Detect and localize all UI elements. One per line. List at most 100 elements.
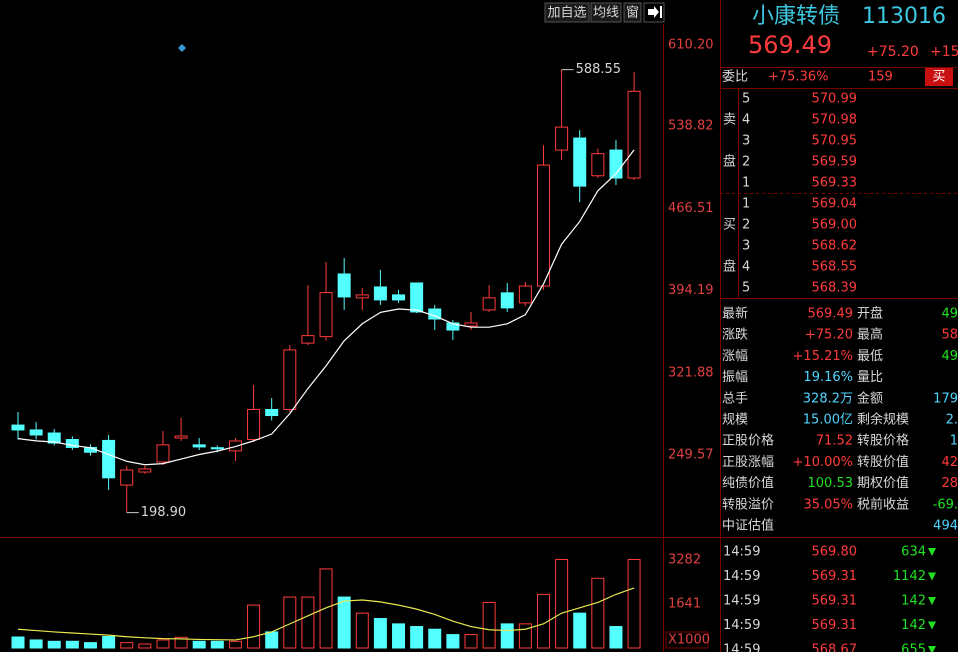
stat-label: 纯债价值 bbox=[722, 475, 774, 491]
candle-body bbox=[609, 149, 623, 179]
trade-volume: 634 bbox=[901, 545, 926, 560]
stat-value: 71.52 bbox=[816, 434, 853, 449]
toolbar-label: 窗 bbox=[626, 5, 639, 21]
volume-bar bbox=[265, 631, 279, 649]
trade-price: 569.31 bbox=[812, 618, 858, 633]
book-level: 1 bbox=[742, 197, 750, 212]
volume-bar bbox=[120, 642, 134, 649]
candle-body bbox=[337, 273, 351, 298]
candle-body bbox=[410, 282, 424, 313]
stat-label: 转股溢价 bbox=[722, 497, 774, 512]
stat-label: 最新 bbox=[722, 306, 748, 322]
volume-bar bbox=[247, 604, 261, 649]
toolbar-label: 均线 bbox=[593, 6, 619, 21]
volume-tick-label: 3282 bbox=[668, 553, 701, 568]
stat-label: 涨跌 bbox=[722, 327, 748, 343]
volume-bar bbox=[192, 640, 206, 649]
candle-body bbox=[47, 432, 61, 444]
volume-bar bbox=[373, 618, 387, 649]
book-price: 568.55 bbox=[812, 260, 858, 275]
candle-body bbox=[11, 424, 25, 431]
candle-body bbox=[102, 439, 116, 479]
volume-bar bbox=[591, 577, 605, 649]
trade-time: 14:59 bbox=[723, 643, 760, 652]
trade-price: 568.67 bbox=[812, 643, 858, 652]
y-tick-label: 249.57 bbox=[668, 448, 714, 463]
stat-label: 正股涨幅 bbox=[722, 455, 774, 470]
volume-bar bbox=[11, 636, 25, 649]
book-side-label: 买 bbox=[723, 218, 736, 233]
trade-price: 569.31 bbox=[812, 594, 858, 609]
y-tick-label: 394.19 bbox=[668, 283, 714, 298]
buy-button[interactable] bbox=[925, 68, 953, 86]
book-level: 4 bbox=[742, 113, 750, 128]
candle-body bbox=[174, 435, 188, 439]
book-price: 568.39 bbox=[812, 281, 858, 296]
volume-bar bbox=[174, 636, 188, 649]
volume-bar bbox=[283, 596, 297, 649]
high-label: 588.55 bbox=[576, 62, 622, 77]
stat-value: +15.21% bbox=[793, 349, 853, 364]
volume-ma-line bbox=[17, 587, 635, 641]
book-price: 569.04 bbox=[812, 197, 858, 212]
stat-label: 最低 bbox=[857, 349, 883, 364]
candle-body bbox=[301, 335, 315, 344]
trade-volume: 142 bbox=[901, 618, 926, 633]
book-level: 5 bbox=[742, 281, 750, 296]
stat-label: 开盘 bbox=[857, 306, 883, 322]
candle-body bbox=[573, 137, 587, 187]
ratio-label: 委比 bbox=[722, 70, 748, 85]
volume-bar bbox=[319, 568, 333, 649]
toolbar-button[interactable] bbox=[544, 2, 590, 23]
security-code: 113016 bbox=[862, 4, 946, 29]
candle-body bbox=[29, 429, 43, 436]
toolbar-button[interactable] bbox=[623, 2, 642, 23]
candle-body bbox=[265, 408, 279, 417]
exit-button[interactable] bbox=[643, 2, 665, 23]
stat-value: 328.2万 bbox=[803, 391, 853, 406]
trade-volume: 655 bbox=[901, 643, 926, 652]
candle-body bbox=[555, 126, 569, 151]
stat-label: 量比 bbox=[857, 370, 883, 385]
y-tick-label: 321.88 bbox=[668, 365, 714, 380]
stat-value: 179 bbox=[933, 391, 958, 406]
volume-bar bbox=[47, 640, 61, 649]
volume-bar bbox=[337, 596, 351, 649]
volume-bar bbox=[138, 643, 152, 649]
ratio-pct: +75.36% bbox=[768, 70, 828, 85]
volume-bar bbox=[464, 634, 478, 649]
volume-bar bbox=[428, 628, 442, 649]
book-price: 568.62 bbox=[812, 239, 858, 254]
trade-time: 14:59 bbox=[723, 618, 760, 633]
y-tick-label: 538.82 bbox=[668, 119, 714, 134]
book-level: 2 bbox=[742, 218, 750, 233]
candle-body bbox=[392, 294, 406, 301]
candle-body bbox=[65, 439, 79, 448]
stat-value: +75.20 bbox=[805, 328, 853, 343]
book-price: 569.00 bbox=[812, 218, 858, 233]
book-price: 569.59 bbox=[812, 155, 858, 170]
candle-body bbox=[192, 444, 206, 448]
ma-line bbox=[17, 149, 635, 466]
trade-price: 569.31 bbox=[812, 569, 858, 584]
volume-bar bbox=[102, 635, 116, 649]
book-level: 4 bbox=[742, 260, 750, 275]
book-price: 569.33 bbox=[812, 176, 858, 191]
volume-bar bbox=[573, 612, 587, 649]
stat-label: 规模 bbox=[722, 413, 748, 428]
volume-bar bbox=[555, 559, 569, 649]
stat-value: 100.53 bbox=[808, 476, 854, 491]
volume-tick-label: 1641 bbox=[668, 597, 701, 612]
stat-label: 期权价值 bbox=[857, 475, 909, 491]
stat-value: 2. bbox=[946, 413, 958, 428]
toolbar-button[interactable] bbox=[590, 2, 622, 23]
trade-arrow bbox=[928, 597, 936, 605]
stat-label: 转股价格 bbox=[857, 433, 909, 449]
candle-body bbox=[627, 90, 641, 179]
volume-bar bbox=[301, 596, 315, 649]
stat-label: 总手 bbox=[722, 391, 748, 406]
volume-bar bbox=[156, 639, 170, 649]
trade-time: 14:59 bbox=[723, 545, 760, 560]
stat-label: 剩余规模 bbox=[857, 412, 909, 428]
